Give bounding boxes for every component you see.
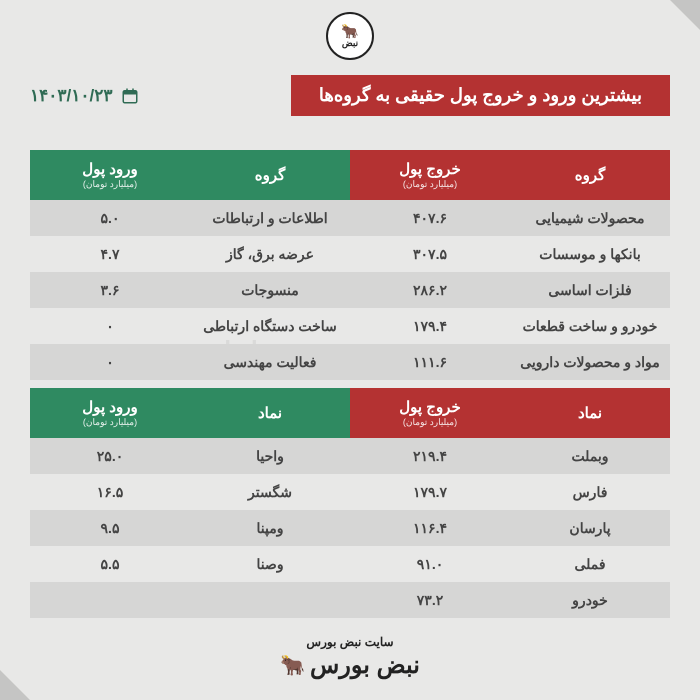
- cell-value: ۰: [30, 344, 190, 380]
- table-row: وبملت۲۱۹.۴: [350, 438, 670, 474]
- inflow-group-rows: اطلاعات و ارتباطات۵.۰عرضه برق، گاز۴.۷منس…: [30, 200, 350, 380]
- outflow-column: گروه خروج پول(میلیارد تومان) محصولات شیم…: [350, 150, 670, 618]
- th-symbol: نماد: [510, 388, 670, 438]
- cell-value: ۱۶.۵: [30, 474, 190, 510]
- table-row: عرضه برق، گاز۴.۷: [30, 236, 350, 272]
- cell-value: ۴.۷: [30, 236, 190, 272]
- cell-name: بانکها و موسسات: [510, 236, 670, 272]
- cell-name: [190, 582, 350, 618]
- th-value: خروج پول(میلیارد تومان): [350, 150, 510, 200]
- cell-name: واحیا: [190, 438, 350, 474]
- table-row: بانکها و موسسات۳۰۷.۵: [350, 236, 670, 272]
- corner-decoration-tr: [670, 0, 700, 30]
- th-group: گروه: [190, 150, 350, 200]
- date-wrap: ۱۴۰۳/۱۰/۲۳: [30, 86, 139, 106]
- cell-value: ۵.۰: [30, 200, 190, 236]
- cell-name: فارس: [510, 474, 670, 510]
- table-row: واحیا۲۵.۰: [30, 438, 350, 474]
- table-row: فملی۹۱.۰: [350, 546, 670, 582]
- cell-value: ۲۱۹.۴: [350, 438, 510, 474]
- table-row: اطلاعات و ارتباطات۵.۰: [30, 200, 350, 236]
- table-row: ومپنا۹.۵: [30, 510, 350, 546]
- th-value: ورود پول(میلیارد تومان): [30, 388, 190, 438]
- cell-value: ۰: [30, 308, 190, 344]
- th-value: خروج پول(میلیارد تومان): [350, 388, 510, 438]
- cell-name: خودرو: [510, 582, 670, 618]
- cell-value: ۱۷۹.۷: [350, 474, 510, 510]
- cell-name: شگستر: [190, 474, 350, 510]
- table-row: منسوجات۳.۶: [30, 272, 350, 308]
- inflow-symbol-rows: واحیا۲۵.۰شگستر۱۶.۵ومپنا۹.۵وصنا۵.۵: [30, 438, 350, 618]
- cell-value: ۴۰۷.۶: [350, 200, 510, 236]
- cell-value: ۷۳.۲: [350, 582, 510, 618]
- cell-name: وصنا: [190, 546, 350, 582]
- cell-value: ۲۵.۰: [30, 438, 190, 474]
- bull-icon: 🐂: [280, 653, 304, 678]
- footer-brand: نبض بورس 🐂: [280, 651, 420, 680]
- outflow-group-rows: محصولات شیمیایی۴۰۷.۶بانکها و موسسات۳۰۷.۵…: [350, 200, 670, 380]
- page-title: بیشترین ورود و خروج پول حقیقی به گروه‌ها: [291, 75, 670, 116]
- outflow-group-header: گروه خروج پول(میلیارد تومان): [350, 150, 670, 200]
- cell-value: ۹۱.۰: [350, 546, 510, 582]
- outflow-symbol-rows: وبملت۲۱۹.۴فارس۱۷۹.۷پارسان۱۱۶.۴فملی۹۱.۰خو…: [350, 438, 670, 618]
- table-row: پارسان۱۱۶.۴: [350, 510, 670, 546]
- table-row: فلزات اساسی۲۸۶.۲: [350, 272, 670, 308]
- cell-name: منسوجات: [190, 272, 350, 308]
- th-group: گروه: [510, 150, 670, 200]
- table-row: فعالیت مهندسی۰: [30, 344, 350, 380]
- logo-badge: 🐂 نبض: [326, 12, 374, 60]
- cell-value: ۱۷۹.۴: [350, 308, 510, 344]
- cell-name: وبملت: [510, 438, 670, 474]
- date-text: ۱۴۰۳/۱۰/۲۳: [30, 86, 113, 106]
- cell-value: ۹.۵: [30, 510, 190, 546]
- cell-value: ۲۸۶.۲: [350, 272, 510, 308]
- th-value: ورود پول(میلیارد تومان): [30, 150, 190, 200]
- cell-name: فملی: [510, 546, 670, 582]
- table-row: ساخت دستگاه ارتباطی۰: [30, 308, 350, 344]
- cell-value: ۱۱۱.۶: [350, 344, 510, 380]
- table-row: وصنا۵.۵: [30, 546, 350, 582]
- outflow-symbol-header: نماد خروج پول(میلیارد تومان): [350, 388, 670, 438]
- table-row: فارس۱۷۹.۷: [350, 474, 670, 510]
- header: بیشترین ورود و خروج پول حقیقی به گروه‌ها…: [30, 75, 670, 116]
- inflow-symbol-header: نماد ورود پول(میلیارد تومان): [30, 388, 350, 438]
- cell-name: عرضه برق، گاز: [190, 236, 350, 272]
- tables-grid: گروه خروج پول(میلیارد تومان) محصولات شیم…: [30, 150, 670, 618]
- footer-site: سایت نبض بورس: [280, 635, 420, 649]
- table-row: مواد و محصولات دارویی۱۱۱.۶: [350, 344, 670, 380]
- footer: سایت نبض بورس نبض بورس 🐂: [280, 635, 420, 680]
- cell-value: ۵.۵: [30, 546, 190, 582]
- table-row: خودرو۷۳.۲: [350, 582, 670, 618]
- cell-name: خودرو و ساخت قطعات: [510, 308, 670, 344]
- cell-name: محصولات شیمیایی: [510, 200, 670, 236]
- cell-value: [30, 582, 190, 618]
- corner-decoration-bl: [0, 670, 30, 700]
- cell-name: فعالیت مهندسی: [190, 344, 350, 380]
- table-row: [30, 582, 350, 618]
- cell-name: فلزات اساسی: [510, 272, 670, 308]
- th-symbol: نماد: [190, 388, 350, 438]
- cell-name: ومپنا: [190, 510, 350, 546]
- cell-name: ساخت دستگاه ارتباطی: [190, 308, 350, 344]
- cell-value: ۱۱۶.۴: [350, 510, 510, 546]
- cell-name: پارسان: [510, 510, 670, 546]
- inflow-column: گروه ورود پول(میلیارد تومان) اطلاعات و ا…: [30, 150, 350, 618]
- cell-value: ۳.۶: [30, 272, 190, 308]
- table-row: شگستر۱۶.۵: [30, 474, 350, 510]
- logo-text: نبض: [342, 38, 358, 49]
- table-row: محصولات شیمیایی۴۰۷.۶: [350, 200, 670, 236]
- inflow-group-header: گروه ورود پول(میلیارد تومان): [30, 150, 350, 200]
- table-row: خودرو و ساخت قطعات۱۷۹.۴: [350, 308, 670, 344]
- cell-name: مواد و محصولات دارویی: [510, 344, 670, 380]
- calendar-icon: [121, 87, 139, 105]
- cell-name: اطلاعات و ارتباطات: [190, 200, 350, 236]
- bull-icon: 🐂: [341, 24, 358, 38]
- cell-value: ۳۰۷.۵: [350, 236, 510, 272]
